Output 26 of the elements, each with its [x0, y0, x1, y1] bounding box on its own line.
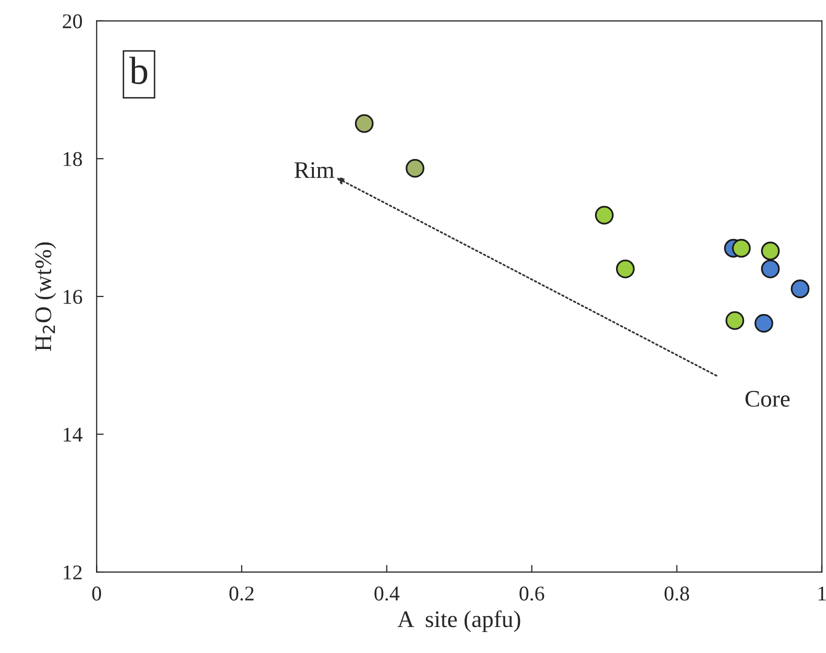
x-tick-label: 0.6 [520, 586, 544, 601]
y-tick-label: 12 [64, 565, 82, 580]
annotation: b [129, 56, 148, 84]
point [790, 280, 810, 298]
y-tick-label: 18 [64, 152, 82, 166]
x-tick-label: 0 [92, 586, 102, 601]
point [594, 206, 614, 225]
annotation: Core [746, 390, 790, 407]
y-tick-label: 16 [64, 290, 82, 304]
x-tick-label: 0.8 [664, 586, 690, 601]
point [616, 260, 635, 278]
point [732, 238, 751, 258]
x-tick-label: 0.4 [374, 586, 400, 601]
point [761, 260, 780, 278]
annotation: Rim [294, 162, 334, 178]
y-tick-label: 14 [64, 428, 82, 442]
y-tick-label: 20 [62, 14, 82, 28]
x-tick-label: 0.2 [229, 586, 254, 601]
x-axis-title: A site (apfu) [398, 610, 520, 632]
point [761, 242, 780, 260]
x-tick-label: 1 [818, 586, 826, 600]
point [406, 158, 424, 178]
point [726, 311, 744, 330]
point [354, 114, 374, 133]
y-axis-title: H$_{2}$O (wt%) [34, 242, 56, 352]
point [754, 314, 774, 333]
